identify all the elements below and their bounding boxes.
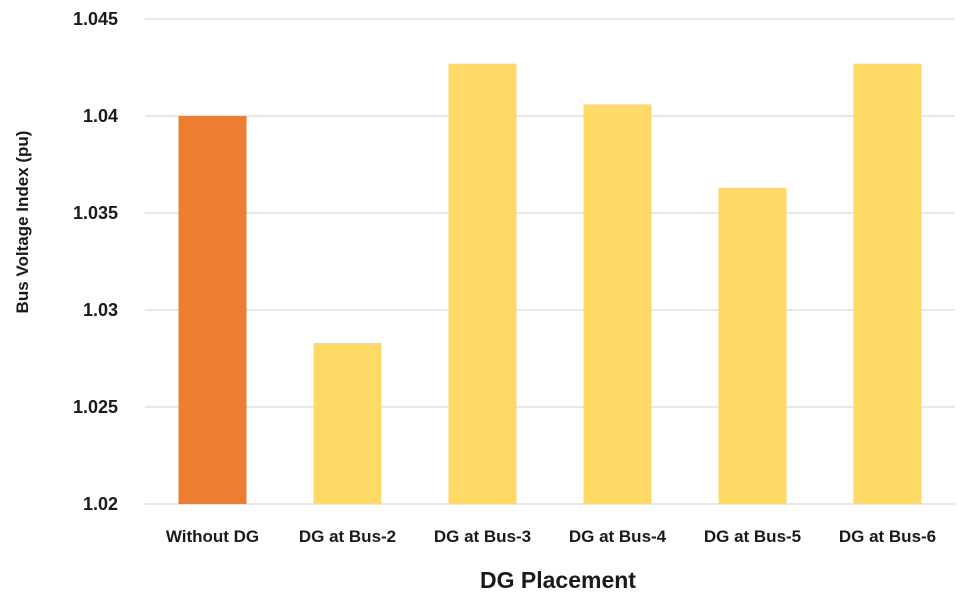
y-axis-title: Bus Voltage Index (pu) bbox=[13, 131, 32, 314]
bar-without-dg bbox=[178, 116, 247, 504]
x-category-label: DG at Bus-5 bbox=[704, 527, 801, 546]
x-category-label: DG at Bus-2 bbox=[299, 527, 396, 546]
y-tick-label: 1.03 bbox=[83, 300, 118, 320]
x-axis-title: DG Placement bbox=[480, 567, 636, 593]
bars bbox=[178, 63, 922, 505]
bar-dg-at-bus-6 bbox=[853, 63, 922, 505]
bar-dg-at-bus-2 bbox=[313, 342, 382, 504]
x-category-label: DG at Bus-6 bbox=[839, 527, 936, 546]
x-category-label: DG at Bus-4 bbox=[569, 527, 667, 546]
gridlines bbox=[145, 18, 955, 505]
x-category-label: Without DG bbox=[166, 527, 259, 546]
bar-dg-at-bus-4 bbox=[583, 104, 652, 505]
y-tick-label: 1.04 bbox=[83, 106, 118, 126]
x-category-labels: Without DG DG at Bus-2 DG at Bus-3 DG at Bu… bbox=[166, 527, 936, 546]
y-tick-label: 1.035 bbox=[73, 203, 118, 223]
y-tick-label: 1.025 bbox=[73, 397, 118, 417]
y-tick-labels: 1.02 1.025 1.03 1.035 1.04 1.045 bbox=[73, 9, 118, 514]
y-tick-label: 1.045 bbox=[73, 9, 118, 29]
bar-dg-at-bus-3 bbox=[448, 63, 517, 505]
y-tick-label: 1.02 bbox=[83, 494, 118, 514]
bar-dg-at-bus-5 bbox=[718, 187, 787, 504]
x-category-label: DG at Bus-3 bbox=[434, 527, 531, 546]
